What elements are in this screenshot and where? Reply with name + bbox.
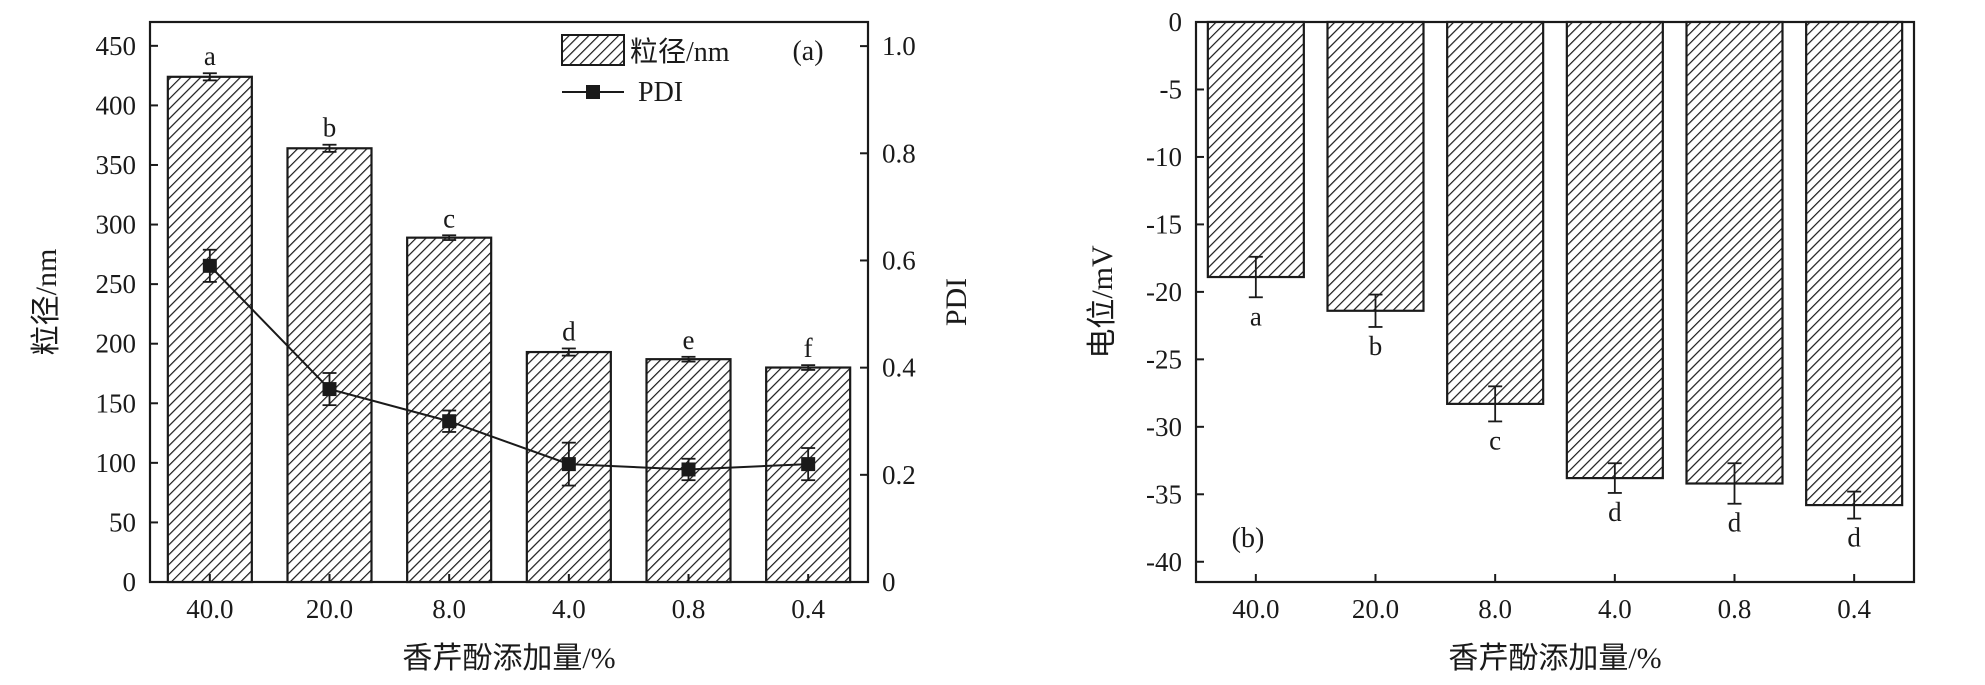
chart-b-x-axis: 40.0 20.0 8.0 4.0 0.8 0.4 [1232, 574, 1872, 624]
chart-b-significance-labels: a b c d d d [1250, 301, 1862, 552]
y2-tick-label: 0.4 [882, 353, 916, 383]
significance-label: d [562, 316, 576, 346]
y-tick-label: 150 [96, 388, 137, 418]
bar [1326, 20, 1425, 312]
y-tick-label: 400 [96, 90, 137, 120]
significance-label: c [443, 203, 455, 233]
chart-a-panel-label: (a) [792, 36, 823, 67]
pdi-point [801, 457, 816, 472]
y-tick-label: 50 [109, 507, 136, 537]
chart-a-frame [148, 20, 870, 584]
chart-b-bars [1206, 20, 1904, 520]
pdi-line [209, 265, 809, 471]
significance-label: a [204, 41, 216, 71]
bar [286, 147, 373, 584]
chart-b-left-axis: 0 -5 -10 -15 -20 -25 -30 -35 -40 [1146, 7, 1204, 577]
significance-label: d [1608, 497, 1622, 527]
x-tick-label: 0.8 [1718, 594, 1752, 624]
x-tick-label: 8.0 [1478, 594, 1512, 624]
y2-tick-label: 0.2 [882, 460, 916, 490]
bar [1685, 20, 1784, 485]
chart-a-significance-labels: a b c d e f [204, 41, 813, 363]
bar [1206, 20, 1305, 279]
x-tick-label: 4.0 [1598, 594, 1632, 624]
y-tick-label: -10 [1146, 142, 1182, 172]
chart-a-legend: 粒径/nm PDI [561, 34, 730, 108]
significance-label: b [1369, 331, 1383, 361]
y2-tick-label: 0 [882, 567, 896, 597]
x-tick-label: 40.0 [1232, 594, 1279, 624]
y-tick-label: 300 [96, 210, 137, 240]
x-tick-label: 20.0 [306, 594, 353, 624]
chart-b: a b c d d d 0 -5 -10 -15 -20 -25 -30 -35 -40 40.0 20.0… [1086, 7, 1916, 675]
y-tick-label: 0 [123, 567, 137, 597]
chart-a-right-axis: 0 0.2 0.4 0.6 0.8 1.0 [860, 31, 916, 597]
pdi-point [442, 414, 457, 429]
significance-label: d [1728, 508, 1742, 538]
y-tick-label: 200 [96, 329, 137, 359]
pdi-point [681, 462, 696, 477]
y-tick-label: 100 [96, 448, 137, 478]
chart-b-panel-label: (b) [1232, 523, 1265, 554]
legend-bar-swatch [561, 34, 625, 66]
chart-a-bars [166, 72, 852, 584]
y2-tick-label: 1.0 [882, 31, 916, 61]
y2-tick-label: 0.8 [882, 138, 916, 168]
y-tick-label: 450 [96, 31, 137, 61]
chart-a-y2-label: PDI [940, 278, 973, 326]
y-tick-label: 350 [96, 150, 137, 180]
significance-label: e [683, 325, 695, 355]
significance-label: f [804, 333, 813, 363]
chart-a-left-axis: 0 50 100 150 200 250 300 350 400 450 [96, 31, 158, 597]
y-tick-label: 250 [96, 269, 137, 299]
chart-b-y-label: 电位/mV [1086, 245, 1119, 359]
chart-b-frame [1194, 20, 1916, 584]
legend-bar-label: 粒径/nm [630, 36, 730, 68]
y-tick-label: -25 [1146, 344, 1182, 374]
y-tick-label: 0 [1169, 7, 1183, 37]
chart-a-x-axis: 40.0 20.0 8.0 4.0 0.8 0.4 [186, 574, 826, 624]
x-tick-label: 40.0 [186, 594, 233, 624]
x-tick-label: 0.8 [672, 594, 706, 624]
chart-a-pdi-series [202, 248, 816, 487]
bar [1805, 20, 1904, 507]
x-tick-label: 20.0 [1352, 594, 1399, 624]
x-tick-label: 0.4 [791, 594, 825, 624]
y-tick-label: -15 [1146, 209, 1182, 239]
y-tick-label: -5 [1160, 74, 1183, 104]
legend-line-label: PDI [638, 77, 683, 108]
x-tick-label: 0.4 [1837, 594, 1871, 624]
significance-label: a [1250, 301, 1262, 331]
pdi-point [561, 457, 576, 472]
y2-tick-label: 0.6 [882, 245, 916, 275]
bar [1565, 20, 1664, 480]
significance-label: c [1489, 425, 1501, 455]
y-tick-label: -35 [1146, 479, 1182, 509]
pdi-point [322, 382, 337, 397]
x-tick-label: 4.0 [552, 594, 586, 624]
chart-b-x-label: 香芹酚添加量/% [1448, 642, 1661, 675]
significance-label: b [323, 113, 337, 143]
x-tick-label: 8.0 [432, 594, 466, 624]
legend-marker [586, 85, 600, 99]
y-tick-label: -30 [1146, 412, 1182, 442]
y-tick-label: -40 [1146, 547, 1182, 577]
bar [1446, 20, 1545, 405]
bar [166, 75, 253, 584]
significance-label: d [1847, 523, 1861, 553]
chart-a-y-label: 粒径/nm [30, 249, 63, 356]
chart-a-x-label: 香芹酚添加量/% [402, 642, 615, 675]
pdi-point [202, 258, 217, 273]
y-tick-label: -20 [1146, 277, 1182, 307]
